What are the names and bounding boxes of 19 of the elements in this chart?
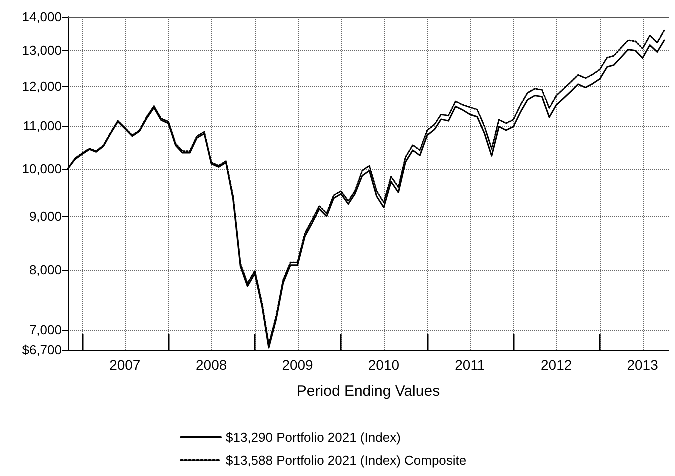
y-tick-label: 11,000 [23, 118, 62, 134]
y-tick-label: 12,000 [22, 79, 62, 94]
x-tick-label: 2012 [541, 357, 572, 373]
x-tick-label: 2013 [627, 357, 659, 373]
x-tick-label: 2011 [455, 357, 486, 373]
y-tick-label: 10,000 [22, 162, 62, 177]
y-tick-label: 9,000 [29, 209, 62, 224]
y-tick-label: 8,000 [29, 262, 62, 278]
x-tick-label: 2010 [368, 357, 400, 373]
x-tick-label: 2008 [196, 357, 228, 373]
legend-label: $13,290 Portfolio 2021 (Index) [226, 430, 401, 445]
y-tick-label: 7,000 [29, 322, 62, 338]
y-tick-label: 14,000 [22, 10, 62, 24]
legend-label: $13,588 Portfolio 2021 (Index) Composite [226, 453, 467, 468]
x-tick-label: 2007 [110, 357, 141, 373]
y-tick-label: 13,000 [22, 42, 62, 58]
x-axis-title: Period Ending Values [296, 383, 440, 400]
x-tick-label: 2009 [282, 357, 314, 373]
y-tick-label: $6,700 [22, 342, 62, 358]
